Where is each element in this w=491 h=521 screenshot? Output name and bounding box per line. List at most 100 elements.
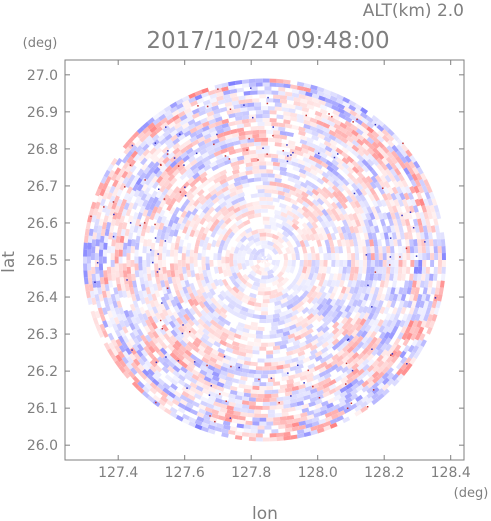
heatmap-cell <box>203 353 212 361</box>
heatmap-cell <box>234 119 243 125</box>
heatmap-cell <box>334 375 343 383</box>
heatmap-cell <box>231 96 240 102</box>
heatmap-cell <box>194 175 203 183</box>
heatmap-cell <box>403 192 410 201</box>
heatmap-cell <box>267 273 275 280</box>
heatmap-cell <box>187 176 195 185</box>
heatmap-cell <box>262 401 270 406</box>
heatmap-cell <box>279 130 288 136</box>
heatmap-cell <box>172 137 181 145</box>
heatmap-cell <box>172 370 181 378</box>
heatmap-cell <box>139 235 145 244</box>
heatmap-speckle <box>179 191 182 193</box>
heatmap-cell <box>259 196 267 202</box>
heatmap-cell <box>232 349 240 356</box>
heatmap-cell <box>366 391 375 399</box>
heatmap-cell <box>202 323 211 331</box>
heatmap-cell <box>334 279 341 288</box>
heatmap-cell <box>189 159 198 167</box>
heatmap-speckle <box>328 113 330 115</box>
heatmap-cell <box>269 293 277 300</box>
heatmap-cell <box>146 246 151 254</box>
heatmap-cell <box>440 273 446 281</box>
heatmap-cell <box>311 302 320 311</box>
heatmap-cell <box>248 114 256 119</box>
heatmap-cell <box>293 417 301 424</box>
heatmap-cell <box>275 260 281 267</box>
heatmap-cell <box>154 289 161 298</box>
heatmap-speckle <box>103 206 105 208</box>
heatmap-cell <box>241 396 250 402</box>
heatmap-cell <box>285 308 294 315</box>
heatmap-cell <box>120 283 126 292</box>
heatmap-cell <box>393 174 401 183</box>
heatmap-cell <box>141 312 149 321</box>
heatmap-cell <box>311 420 320 427</box>
heatmap-cell <box>282 187 291 194</box>
heatmap-cell <box>214 302 223 310</box>
heatmap-cell <box>267 204 275 210</box>
heatmap-cell <box>172 142 181 150</box>
heatmap-cell <box>286 95 295 101</box>
heatmap-cell <box>180 151 188 159</box>
heatmap-cell <box>325 304 334 313</box>
heatmap-cell <box>261 173 268 178</box>
heatmap-cell <box>424 320 431 329</box>
heatmap-cell <box>142 260 147 267</box>
heatmap-cell <box>404 218 411 227</box>
heatmap-cell <box>182 225 189 234</box>
heatmap-cell <box>181 216 189 225</box>
heatmap-cell <box>229 266 236 274</box>
heatmap-cell <box>252 385 260 391</box>
heatmap-cell <box>266 98 274 103</box>
heatmap-cell <box>125 180 132 189</box>
heatmap-cell <box>150 242 156 250</box>
heatmap-speckle <box>165 126 167 128</box>
heatmap-cell <box>137 380 145 389</box>
heatmap-cell <box>313 148 322 156</box>
heatmap-cell <box>361 153 370 162</box>
heatmap-cell <box>322 126 331 134</box>
heatmap-speckle <box>346 407 349 409</box>
heatmap-cell <box>137 189 145 198</box>
heatmap-speckle <box>367 284 369 287</box>
heatmap-cell <box>394 162 403 170</box>
heatmap-cell <box>281 292 290 300</box>
heatmap-cell <box>144 309 152 318</box>
heatmap-cell <box>199 295 207 303</box>
heatmap-cell <box>228 275 236 284</box>
heatmap-cell <box>279 344 288 350</box>
heatmap-cell <box>201 422 209 429</box>
heatmap-cell <box>279 311 287 318</box>
heatmap-cell <box>112 179 119 188</box>
heatmap-cell <box>304 333 313 341</box>
heatmap-cell <box>167 219 175 227</box>
heatmap-speckle <box>219 393 221 395</box>
heatmap-cell <box>410 179 417 188</box>
heatmap-cell <box>252 281 261 288</box>
heatmap-cell <box>337 292 345 301</box>
heatmap-cell <box>229 299 238 307</box>
heatmap-cell <box>149 286 156 295</box>
heatmap-cell <box>351 352 360 360</box>
heatmap-cell <box>380 343 388 351</box>
heatmap-cell <box>119 329 126 338</box>
heatmap-cell <box>396 186 403 195</box>
heatmap-cell <box>346 219 353 228</box>
heatmap-cell <box>297 295 305 303</box>
heatmap-cell <box>186 242 192 251</box>
heatmap-cell <box>155 170 163 178</box>
heatmap-cell <box>188 92 197 99</box>
heatmap-cell <box>356 352 365 361</box>
heatmap-cell <box>247 273 255 281</box>
heatmap-cell <box>118 365 126 374</box>
heatmap-cell <box>322 122 331 129</box>
heatmap-cell <box>357 286 364 295</box>
heatmap-cell <box>210 282 217 291</box>
heatmap-cell <box>229 128 238 135</box>
heatmap-cell <box>319 285 326 294</box>
heatmap-cell <box>179 398 188 406</box>
heatmap-cell <box>156 306 163 315</box>
heatmap-cell <box>427 232 433 240</box>
